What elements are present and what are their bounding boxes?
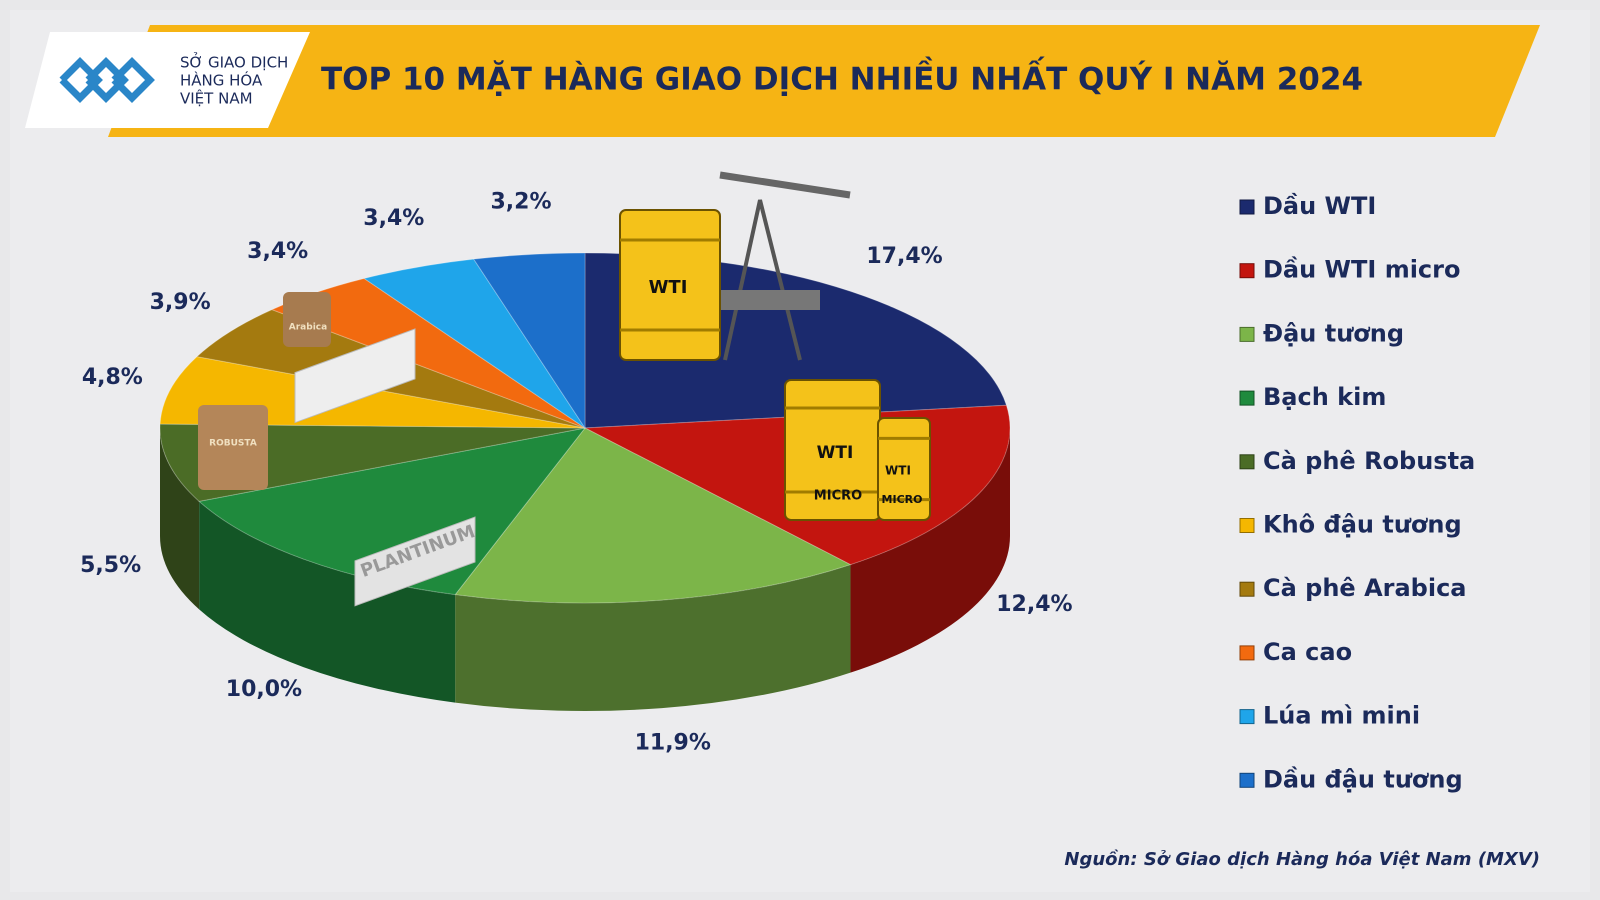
legend-swatch [1239, 518, 1255, 533]
illustration-label: Arabica [289, 323, 327, 333]
data-label: 11,9% [635, 731, 711, 756]
legend-label: Đậu tương [1263, 319, 1404, 347]
legend-swatch [1239, 581, 1255, 597]
coffee-bag [198, 405, 268, 490]
legend-swatch [1239, 709, 1255, 725]
platinum-bar [294, 328, 416, 424]
logo-text: VIỆT NAM [180, 89, 253, 108]
legend-swatch [1239, 326, 1255, 342]
data-label: 4,8% [82, 365, 143, 390]
illustration-label: WTI [817, 443, 854, 463]
title-banner [108, 25, 1540, 137]
legend-label: Dầu đậu tương [1263, 765, 1463, 793]
slice [472, 252, 586, 430]
barrel [619, 209, 721, 361]
logo-mark [59, 57, 155, 103]
slice [362, 258, 586, 429]
legend-label: Cà phê Arabica [1263, 574, 1467, 602]
legend-swatch [1239, 454, 1255, 470]
legend-label: Lúa mì mini [1263, 702, 1420, 730]
logo-text: SỞ GIAO DỊCH [180, 52, 288, 72]
chart-title: TOP 10 MẶT HÀNG GIAO DỊCH NHIỀU NHẤT QUÝ… [321, 58, 1363, 98]
legend-swatch [1239, 645, 1255, 661]
legend: Dầu WTI Dầu WTI micro Đậu tương Bạch kim Cà … [1239, 192, 1475, 793]
logo-box [25, 32, 310, 128]
legend-label: Khô đậu tương [1263, 511, 1462, 539]
legend-swatch [1239, 390, 1255, 406]
illustration-label: WTI [649, 277, 688, 298]
platinum-bar [354, 516, 476, 607]
data-label: 10,0% [226, 677, 302, 702]
illustration-label: WTI [885, 464, 911, 478]
legend-label: Ca cao [1263, 638, 1352, 666]
data-label: 12,4% [996, 592, 1072, 617]
data-label: 3,4% [247, 239, 308, 264]
slice [198, 427, 587, 596]
legend-swatch [1239, 772, 1255, 788]
legend-swatch [1239, 263, 1255, 279]
slice-side [199, 501, 456, 703]
data-label: 3,2% [491, 189, 552, 214]
legend-label: Cà phê Robusta [1263, 447, 1475, 475]
slice-side [850, 428, 1010, 673]
legend-swatch [1239, 199, 1255, 215]
slice-side [160, 428, 200, 610]
barrel [877, 417, 931, 521]
illustration-label: MICRO [814, 489, 862, 504]
data-label: 3,4% [363, 206, 424, 231]
pumpjack-beam [719, 171, 851, 199]
data-label: 17,4% [866, 244, 942, 269]
legend-label: Dầu WTI [1263, 192, 1376, 220]
slice [454, 427, 852, 604]
platform [720, 290, 820, 310]
illustration-label: ROBUSTA [209, 439, 257, 449]
data-label: 3,9% [150, 290, 211, 315]
logo-text: HÀNG HÓA [180, 71, 263, 90]
source-note: Nguồn: Sở Giao dịch Hàng hóa Việt Nam (M… [1064, 849, 1540, 870]
coffee-bag [283, 292, 331, 347]
illustration-label: MICRO [882, 493, 923, 506]
legend-label: Dầu WTI micro [1263, 256, 1460, 284]
data-label: 5,5% [80, 553, 141, 578]
slice-side [455, 564, 851, 711]
illustrations: WTIWTIMICROWTIMICROPLANTINUMArabicaROBUS… [198, 171, 931, 607]
legend-label: Bạch kim [1263, 383, 1386, 411]
